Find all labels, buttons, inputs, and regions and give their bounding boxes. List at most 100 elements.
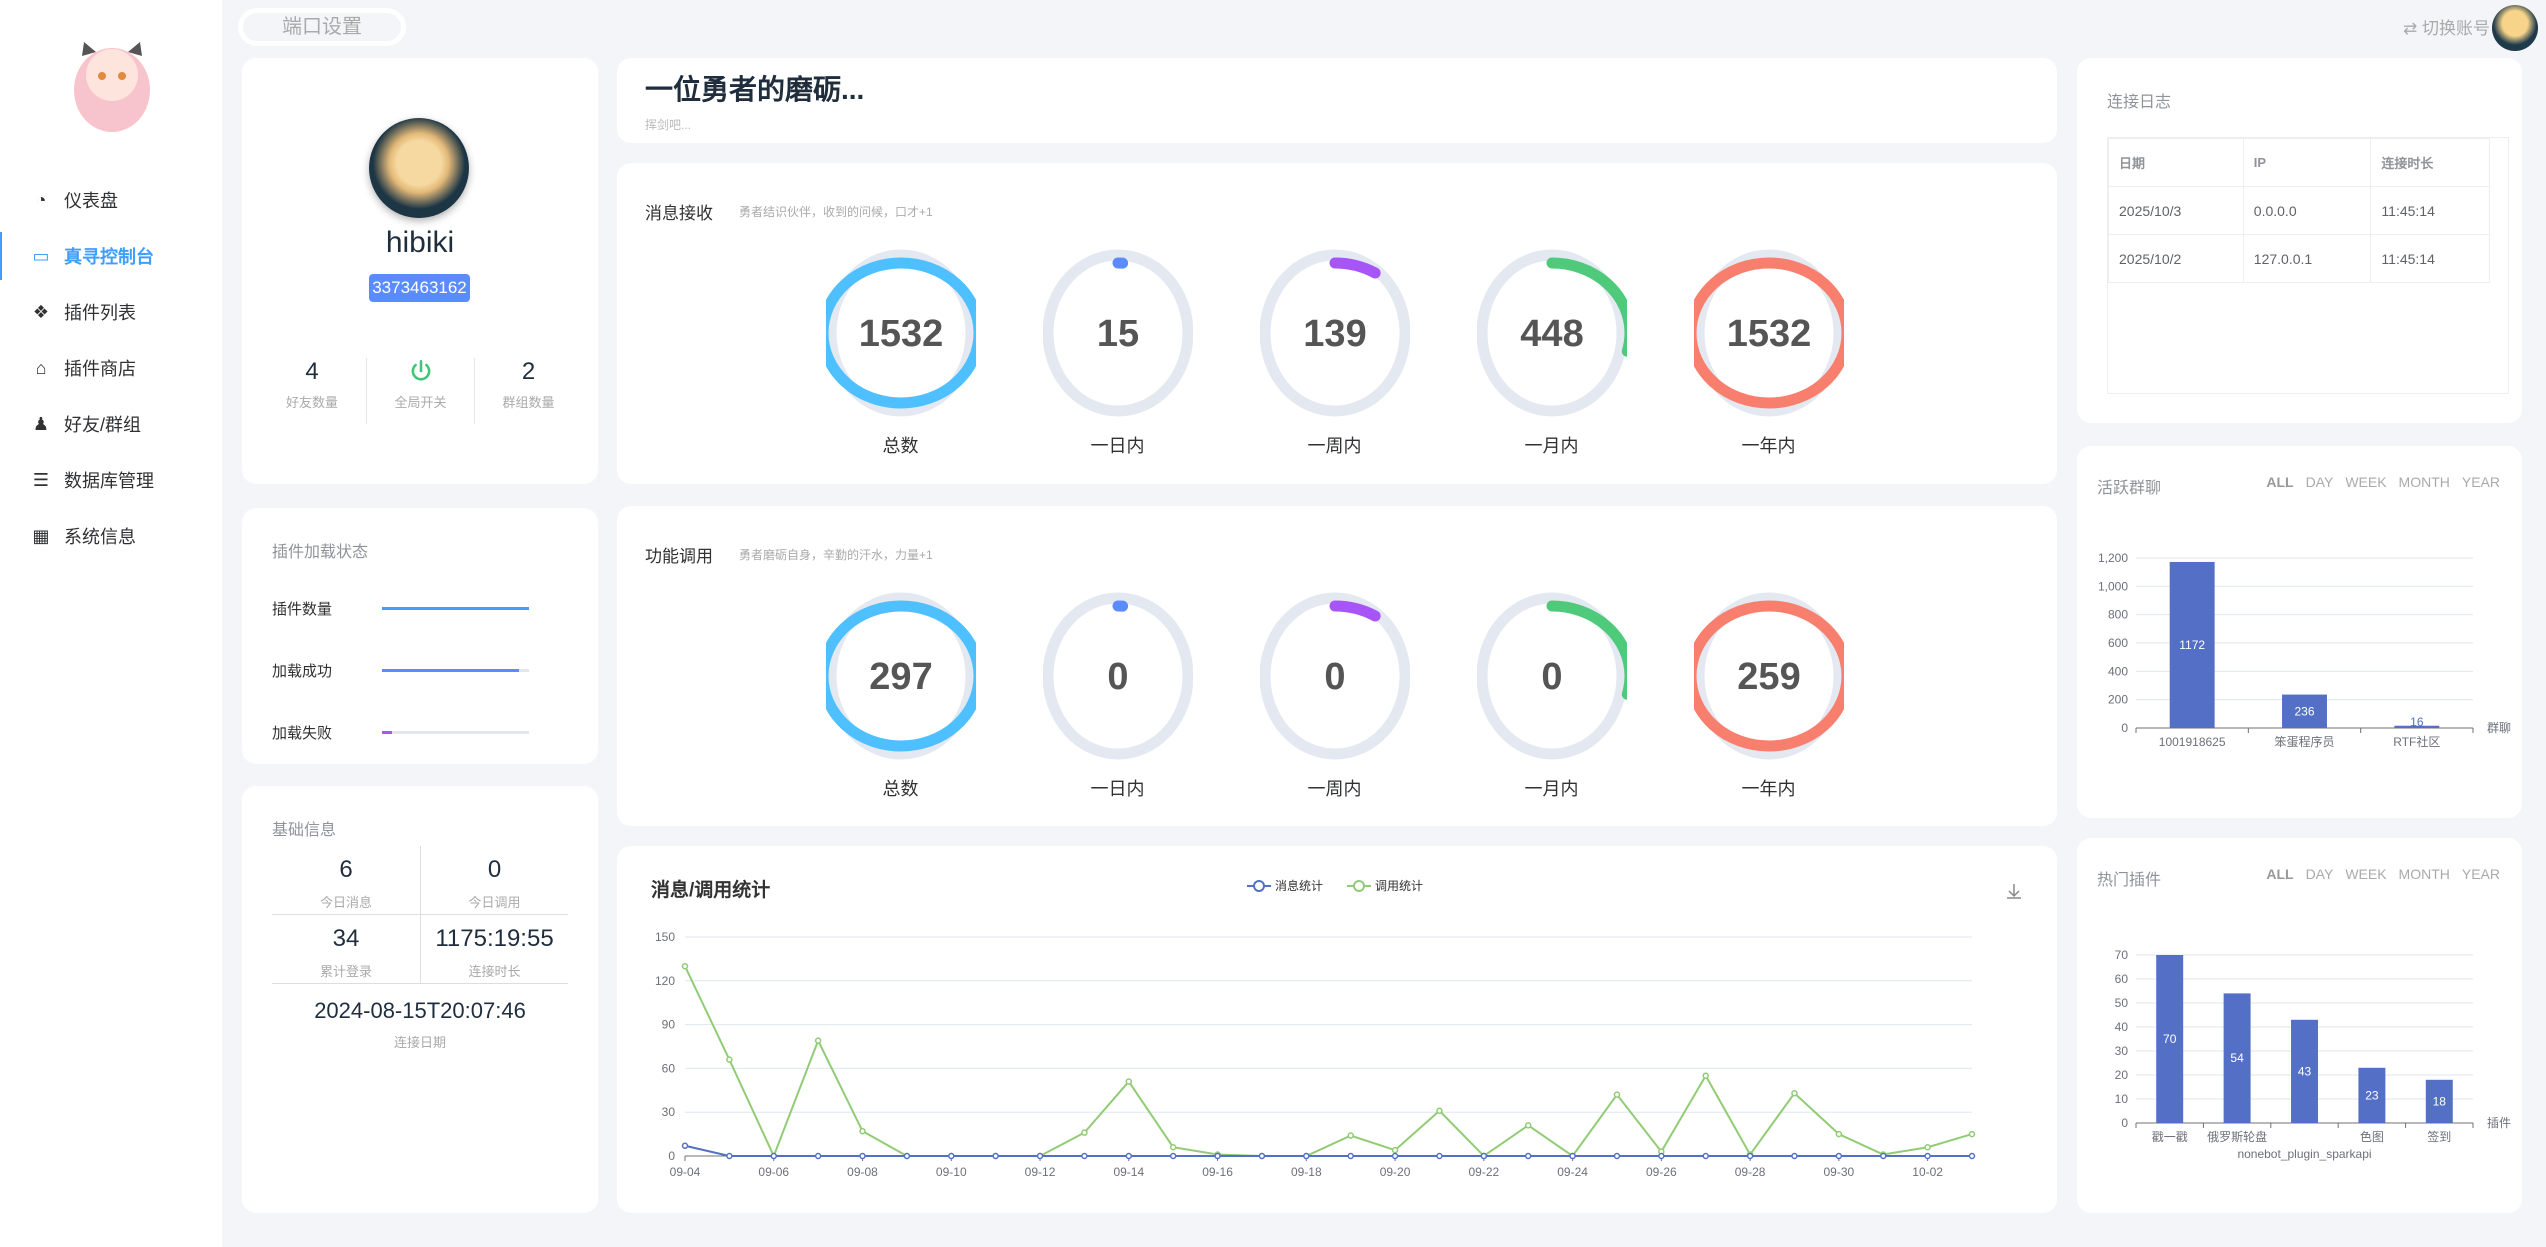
global-switch[interactable]: 全局开关 xyxy=(366,358,474,424)
sidebar-item-1[interactable]: ▭ 真寻控制台 xyxy=(0,228,222,284)
range-tab-all[interactable]: ALL xyxy=(2266,474,2294,490)
connection-duration: 1175:19:55 xyxy=(435,925,554,952)
connection-date: 2024-08-15T20:07:46 xyxy=(314,998,526,1023)
hero-card: 一位勇者的磨砺... 挥剑吧... xyxy=(617,58,2057,143)
active-groups-bar-chart: 0 200 400 600 800 1,000 1,200 1172 1001918625 236… xyxy=(2098,551,2511,749)
connection-log-title: 连接日志 xyxy=(2107,94,2172,111)
y-tick-label: 90 xyxy=(662,1018,676,1032)
ring-gauge: 0 xyxy=(1042,592,1193,760)
bar xyxy=(2156,955,2184,1123)
switch-account-label: 切换账号 xyxy=(2422,19,2490,38)
data-point xyxy=(1214,1152,1221,1160)
data-point xyxy=(1658,1152,1665,1160)
data-point xyxy=(1436,1152,1443,1160)
plugin-status-row: 加载成功 xyxy=(272,660,529,681)
bar-value-label: 18 xyxy=(2433,1094,2447,1108)
avatar[interactable] xyxy=(2492,5,2538,51)
friends-stat[interactable]: 4 好友数量 xyxy=(258,358,366,424)
sidebar-item-3[interactable]: ⌂ 插件商店 xyxy=(0,340,222,396)
data-point xyxy=(1303,1152,1310,1160)
data-point xyxy=(1702,1152,1709,1160)
range-tab-month[interactable]: MONTH xyxy=(2398,866,2450,882)
ring-label: 总数 xyxy=(882,436,919,456)
x-tick-label: 09-26 xyxy=(1646,1165,1677,1179)
groups-label: 群组数量 xyxy=(502,395,555,410)
ring-progress xyxy=(1693,257,1844,409)
today-calls: 0 xyxy=(487,856,502,883)
sidebar-item-5[interactable]: ☰ 数据库管理 xyxy=(0,452,222,508)
sidebar-item-4[interactable]: ♟ 好友/群组 xyxy=(0,396,222,452)
data-point xyxy=(814,1152,822,1160)
x-tick-label: 09-22 xyxy=(1468,1165,1499,1179)
ring-stat: 15 一日内 xyxy=(1009,248,1226,458)
today-messages-label: 今日消息 xyxy=(319,895,372,910)
sidebar-item-label: 好友/群组 xyxy=(64,415,142,435)
range-tab-week[interactable]: WEEK xyxy=(2345,474,2387,490)
range-tab-week[interactable]: WEEK xyxy=(2345,866,2387,882)
switch-account-button[interactable]: ⇄ 切换账号 xyxy=(2403,14,2490,39)
y-tick-label: 120 xyxy=(655,974,675,988)
data-point xyxy=(1258,1152,1266,1160)
y-tick-label: 30 xyxy=(662,1105,676,1119)
ring-value: 1532 xyxy=(1726,313,1811,355)
data-point xyxy=(1835,1130,1843,1138)
basic-info-title: 基础信息 xyxy=(272,822,337,839)
sidebar-item-label: 仪表盘 xyxy=(64,191,118,211)
download-icon[interactable] xyxy=(2007,884,2021,899)
data-point xyxy=(1347,1132,1354,1139)
x-tick-label: 戳一戳 xyxy=(2152,1130,2188,1144)
data-point xyxy=(1436,1107,1443,1114)
x-tick-label: RTF社区 xyxy=(2393,734,2440,749)
ring-track xyxy=(1476,249,1627,417)
sidebar-item-6[interactable]: ▦ 系统信息 xyxy=(0,508,222,564)
data-point xyxy=(1524,1152,1532,1160)
ring-track xyxy=(1259,249,1410,417)
range-tab-year[interactable]: YEAR xyxy=(2461,474,2500,490)
section-title: 功能调用 xyxy=(645,547,713,566)
sidebar-item-label: 插件商店 xyxy=(64,359,136,379)
x-tick-label: 09-28 xyxy=(1735,1165,1766,1179)
connection-duration-label: 连接时长 xyxy=(468,964,521,979)
power-icon[interactable] xyxy=(408,358,434,384)
groups-stat[interactable]: 2 群组数量 xyxy=(474,358,582,424)
sidebar-item-label: 真寻控制台 xyxy=(64,247,154,267)
y-tick-label: 70 xyxy=(2115,948,2129,962)
ring-label: 总数 xyxy=(882,779,919,799)
progress-bar xyxy=(382,607,529,610)
range-tab-month[interactable]: MONTH xyxy=(2398,474,2450,490)
ring-progress xyxy=(825,257,976,409)
bar xyxy=(2358,1067,2386,1123)
port-settings-button[interactable]: 端口设置 xyxy=(238,8,406,46)
sidebar-nav: ◔ 仪表盘 ▭ 真寻控制台 ❖ 插件列表 ⌂ 插件商店 ♟ 好友/群组 ☰ 数据库管理 ▦ 系统信息 xyxy=(0,172,222,564)
data-point xyxy=(1347,1152,1354,1160)
range-tab-all[interactable]: ALL xyxy=(2266,866,2294,882)
data-point xyxy=(1169,1152,1177,1160)
plugin-status-label: 加载成功 xyxy=(272,663,333,680)
column-header: 日期 xyxy=(2108,138,2244,187)
range-tab-year[interactable]: YEAR xyxy=(2461,866,2500,882)
data-point xyxy=(1569,1152,1576,1160)
ring-progress xyxy=(1476,257,1627,409)
ring-value: 448 xyxy=(1520,313,1583,355)
sidebar-item-0[interactable]: ◔ 仪表盘 xyxy=(0,172,222,228)
x-tick-label: 09-16 xyxy=(1202,1165,1233,1179)
table-cell: 2025/10/3 xyxy=(2108,186,2244,235)
data-point xyxy=(1169,1143,1177,1151)
sidebar-item-2[interactable]: ❖ 插件列表 xyxy=(0,284,222,340)
y-tick-label: 0 xyxy=(668,1149,675,1163)
y-tick-label: 400 xyxy=(2108,664,2128,678)
range-tab-day[interactable]: DAY xyxy=(2305,866,2334,882)
table-row: 2025/10/2 127.0.0.1 11:45:14 xyxy=(2108,234,2490,283)
y-tick-label: 60 xyxy=(662,1061,676,1075)
x-tick-label: 签到 xyxy=(2427,1129,2451,1144)
ring-gauge: 448 xyxy=(1476,249,1627,417)
ring-value: 0 xyxy=(1324,656,1345,698)
ring-stat: 448 一月内 xyxy=(1443,248,1660,458)
range-tab-day[interactable]: DAY xyxy=(2305,474,2334,490)
bar xyxy=(2282,694,2327,728)
y-tick-label: 800 xyxy=(2108,608,2128,622)
total-logins-label: 累计登录 xyxy=(319,964,372,979)
data-point xyxy=(1391,1152,1399,1160)
data-point xyxy=(726,1056,733,1063)
y-tick-label: 600 xyxy=(2108,636,2128,650)
